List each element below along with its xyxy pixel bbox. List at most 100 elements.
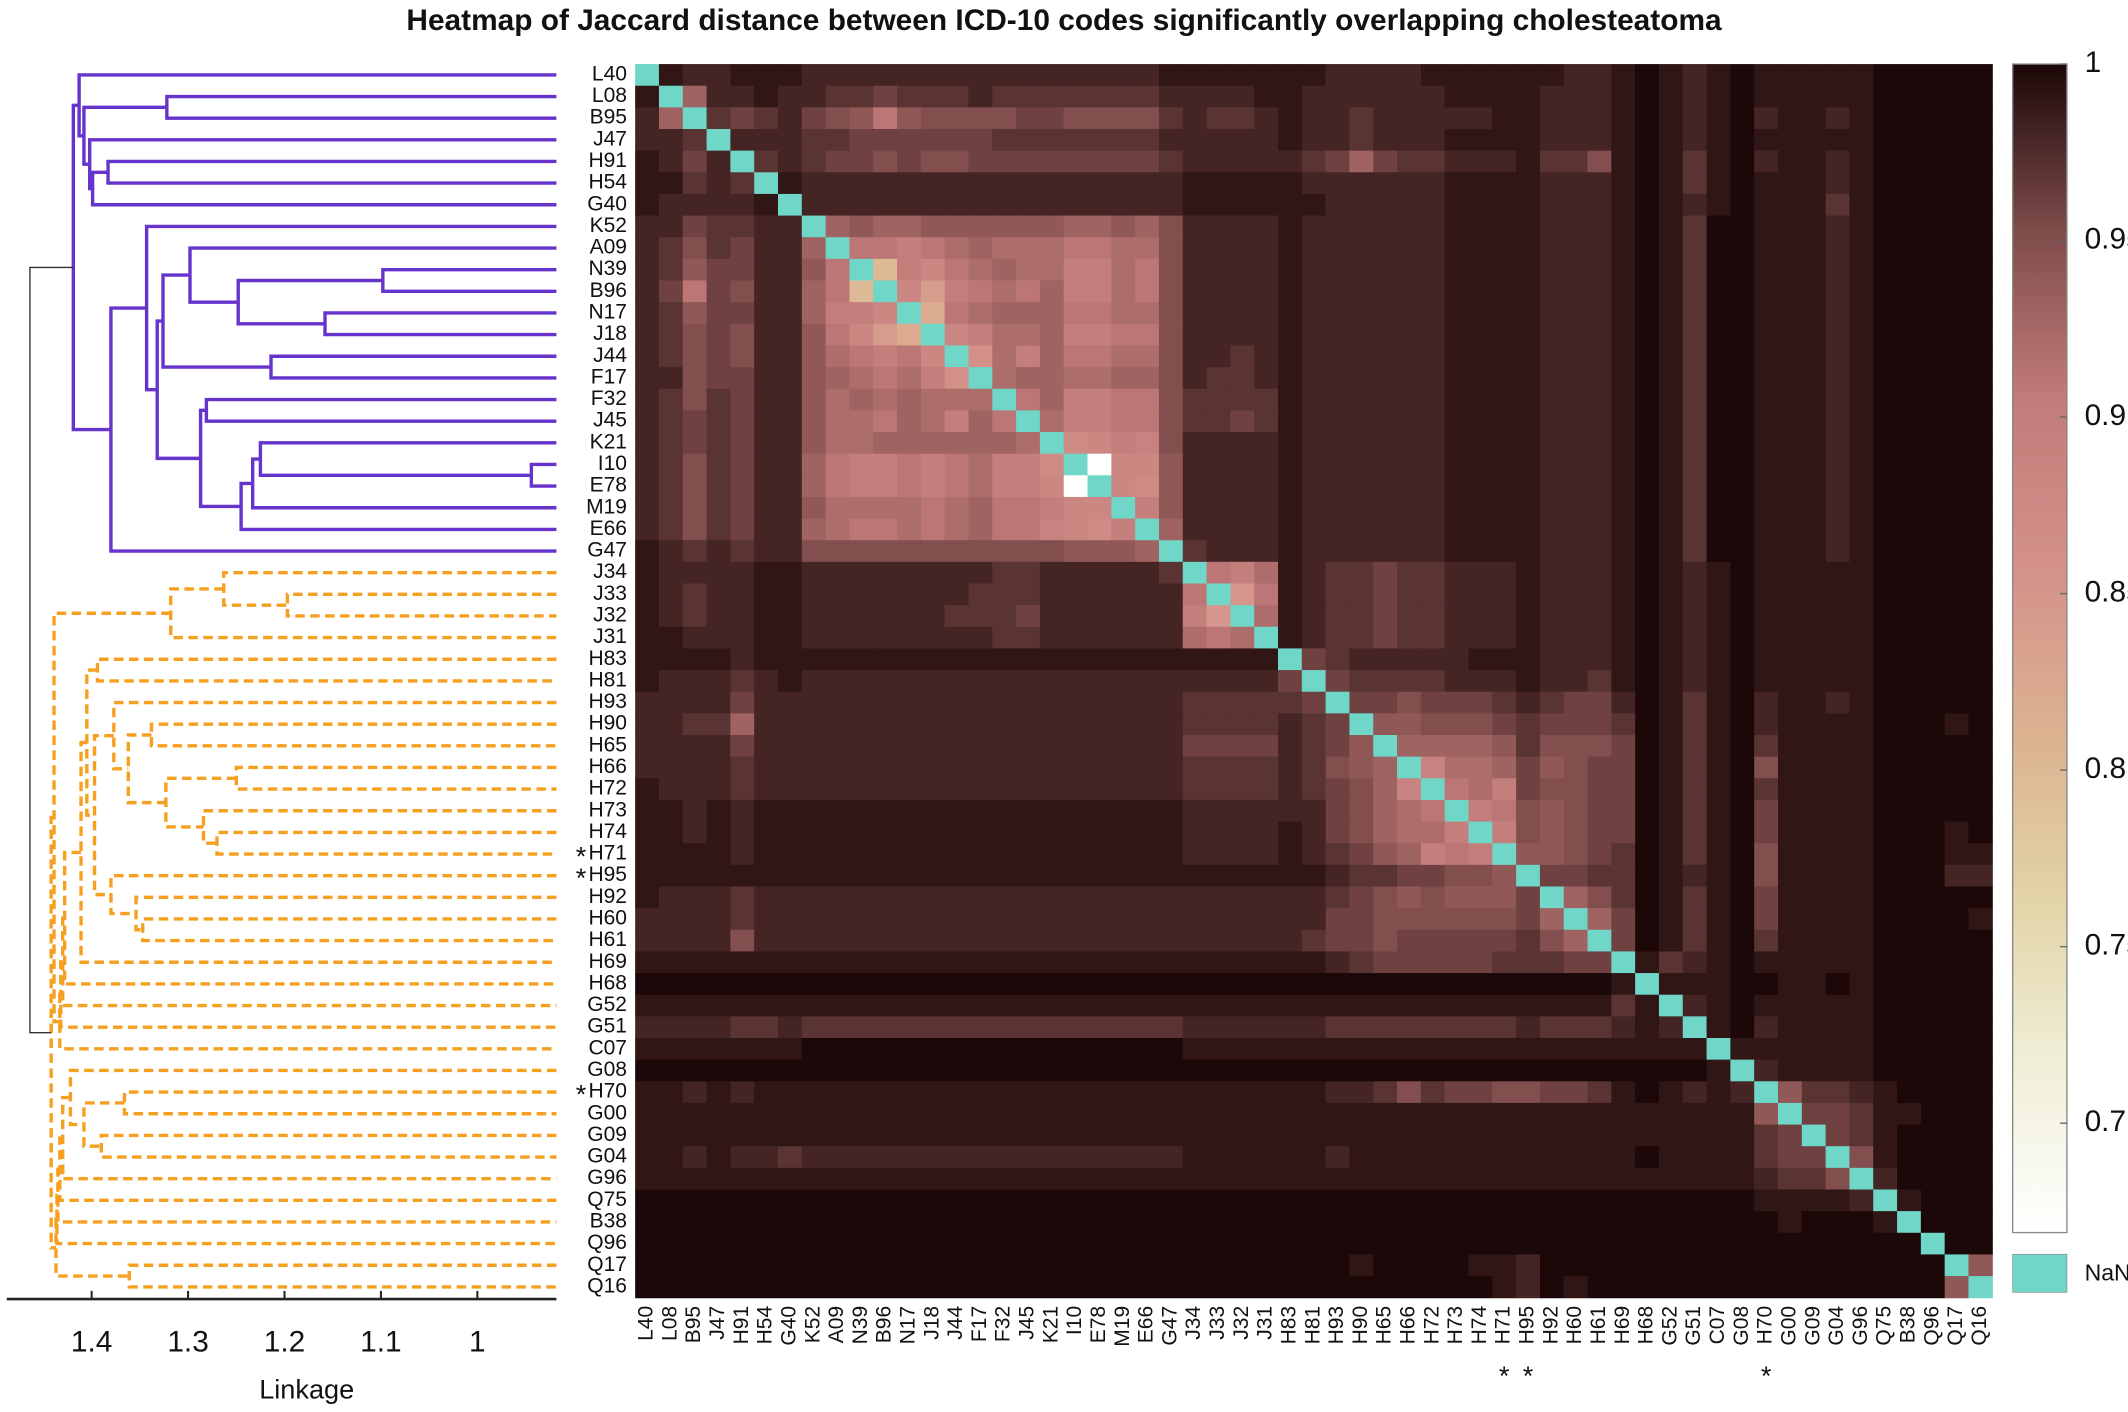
heatmap-cell (1230, 713, 1255, 736)
heatmap-cell (1920, 367, 1946, 390)
heatmap-cell (897, 929, 922, 952)
heatmap-cell (1587, 64, 1612, 87)
heatmap-cell (1849, 778, 1874, 801)
heatmap-cell (1635, 583, 1660, 606)
heatmap-cell (1278, 626, 1303, 649)
heatmap-cell (658, 215, 684, 238)
heatmap-cell (1801, 432, 1827, 455)
dendrogram-link (61, 1095, 557, 1181)
heatmap-cell (1444, 1211, 1470, 1234)
heatmap-cell (658, 64, 684, 87)
heatmap-cell (801, 367, 827, 390)
heatmap-cell (1039, 951, 1065, 974)
heatmap-cell (1397, 302, 1422, 325)
heatmap-cell (873, 886, 898, 909)
heatmap-cell (1135, 453, 1160, 476)
heatmap-cell (1516, 215, 1541, 238)
heatmap-cell (1492, 518, 1517, 541)
heatmap-cell (1349, 1146, 1374, 1169)
heatmap-cell (968, 215, 993, 238)
heatmap-cell (1230, 237, 1255, 260)
heatmap-cell (778, 150, 803, 173)
heatmap-cell (1968, 1232, 1993, 1255)
heatmap-cell (1587, 280, 1612, 303)
heatmap-cell (1635, 756, 1660, 779)
row-asterisk: * (576, 862, 587, 893)
heatmap-cell (1849, 886, 1874, 909)
heatmap-cell (1325, 1016, 1350, 1039)
heatmap-cell (778, 85, 803, 108)
heatmap-cell (1158, 973, 1184, 996)
column-label: H81 (1301, 1306, 1324, 1345)
heatmap-cell (1278, 85, 1303, 108)
heatmap-cell (1278, 1232, 1303, 1255)
heatmap-cell (968, 1102, 993, 1126)
heatmap-cell (1944, 973, 1970, 996)
heatmap-cell (873, 756, 898, 779)
heatmap-cell (1563, 799, 1589, 823)
heatmap-cell (1254, 735, 1279, 758)
heatmap-cell (1706, 908, 1731, 931)
heatmap-cell (1039, 496, 1065, 520)
heatmap-cell (1968, 129, 1993, 152)
heatmap-cell (1325, 518, 1350, 541)
heatmap-cell (1778, 258, 1803, 282)
heatmap-cell (873, 280, 898, 303)
heatmap-cell (944, 453, 970, 476)
heatmap-cell (1301, 496, 1327, 520)
heatmap-cell (920, 691, 946, 714)
heatmap-cell (992, 540, 1017, 563)
heatmap-cell (992, 994, 1017, 1017)
heatmap-cell (1135, 735, 1160, 758)
heatmap-cell (1182, 951, 1208, 974)
heatmap-cell (1397, 605, 1422, 628)
heatmap-cell (1873, 778, 1898, 801)
dendrogram-link (201, 809, 557, 845)
heatmap-cell (1754, 345, 1779, 368)
heatmap-cell (920, 64, 946, 87)
heatmap-cell (1158, 453, 1184, 476)
heatmap-cell (897, 193, 922, 217)
heatmap-cell (1920, 1081, 1946, 1104)
heatmap-cell (1206, 691, 1231, 714)
heatmap-cell (682, 410, 708, 433)
heatmap-cell (730, 778, 755, 801)
heatmap-cell (1944, 648, 1970, 671)
heatmap-cell (801, 172, 827, 195)
heatmap-cell (706, 410, 731, 433)
heatmap-cell (1492, 929, 1517, 952)
heatmap-cell (1349, 626, 1374, 649)
heatmap-cell (920, 561, 946, 585)
heatmap-cell (635, 518, 660, 541)
heatmap-cell (1516, 323, 1541, 346)
heatmap-cell (1111, 453, 1136, 476)
heatmap-cell (1420, 540, 1446, 563)
heatmap-cell (1444, 432, 1470, 455)
heatmap-cell (920, 1232, 946, 1255)
heatmap-cell (1278, 843, 1303, 866)
heatmap-cell (1635, 172, 1660, 195)
heatmap-cell (873, 64, 898, 87)
heatmap-cell (1944, 886, 1970, 909)
heatmap-cell (1206, 453, 1231, 476)
heatmap-cell (1944, 410, 1970, 433)
heatmap-cell (1492, 193, 1517, 217)
heatmap-cell (1730, 583, 1755, 606)
heatmap-cell (1230, 1038, 1255, 1061)
heatmap-cell (1468, 1081, 1493, 1104)
heatmap-cell (1801, 1081, 1827, 1104)
heatmap-cell (1325, 215, 1350, 238)
heatmap-cell (730, 756, 755, 779)
heatmap-cell (1539, 886, 1565, 909)
heatmap-cell (1111, 1081, 1136, 1104)
heatmap-cell (1468, 994, 1493, 1017)
heatmap-cell (1135, 648, 1160, 671)
row-label: Q75 (587, 1188, 627, 1211)
heatmap-cell (682, 799, 708, 823)
dendrogram-link (323, 311, 557, 337)
heatmap-cell (944, 302, 970, 325)
heatmap-cell (1563, 215, 1589, 238)
heatmap-cell (706, 280, 731, 303)
heatmap-cell (1087, 583, 1112, 606)
heatmap-cell (1278, 237, 1303, 260)
